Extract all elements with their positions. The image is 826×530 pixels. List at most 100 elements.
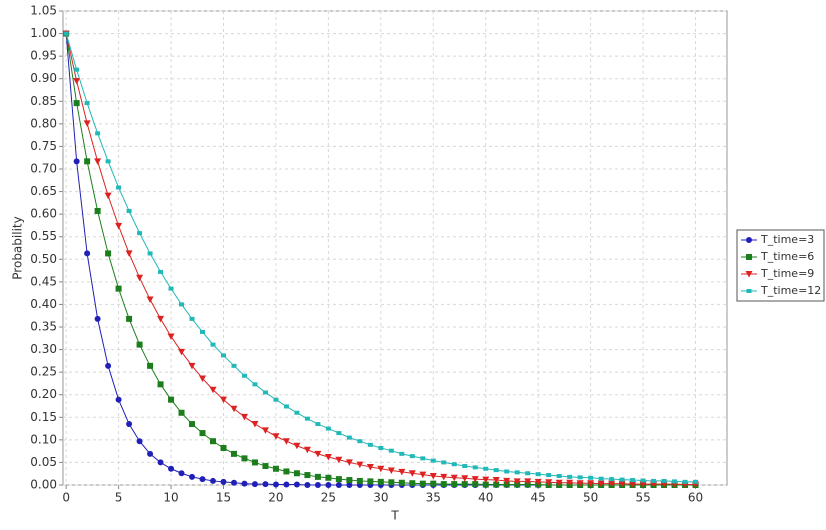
data-point [356,461,364,469]
plot-area [62,10,728,486]
legend-marker [746,237,752,243]
data-point [73,100,80,107]
data-point [272,465,279,472]
data-point [95,131,101,136]
data-point [94,207,101,214]
x-tick-label: 5 [115,491,123,505]
data-point [440,481,447,488]
data-point [262,463,269,470]
data-point [220,353,226,358]
legend-label: T_time=6 [760,250,814,263]
data-point [283,404,289,409]
data-point [178,348,186,356]
data-point [189,421,196,428]
legend-marker [745,271,753,278]
x-tick-label: 25 [321,491,336,505]
legend-label: T_time=12 [760,284,821,297]
data-point [335,476,342,483]
y-tick-label: 0.40 [30,297,57,311]
data-point [441,460,447,465]
data-point [367,442,373,447]
data-point [199,476,206,483]
data-point [294,410,300,415]
data-point [451,462,457,467]
data-point [241,455,248,462]
data-point [693,479,699,484]
data-point [252,382,258,387]
data-point [378,445,384,450]
x-tick-label: 40 [478,491,493,505]
data-point [84,250,91,257]
data-point [241,373,247,378]
data-point [493,468,499,473]
x-tick-label: 10 [163,491,178,505]
data-point [282,438,290,445]
y-tick-label: 0.15 [30,410,57,424]
data-point [293,481,300,488]
data-point [304,472,311,479]
y-tick-label: 0.95 [30,49,57,63]
data-point [251,481,258,488]
data-point [168,286,174,291]
data-point [639,481,647,488]
data-point [293,470,300,477]
legend-label: T_time=3 [760,233,814,246]
data-point [409,480,416,487]
y-tick-label: 0.70 [30,162,57,176]
data-point [335,456,343,464]
data-point [661,478,667,483]
data-point [304,416,310,421]
data-point [83,120,91,127]
data-point [94,315,101,322]
data-point [273,397,279,402]
legend-marker [746,289,752,293]
data-point [325,482,332,488]
data-point [167,333,175,340]
data-point [503,481,510,488]
y-tick-label: 0.35 [30,320,57,334]
data-point [94,158,102,165]
data-point [399,451,405,456]
data-point [251,459,258,466]
data-point [189,316,195,321]
data-point [503,477,511,485]
data-point [84,158,91,165]
data-point [116,185,122,190]
x-axis-label: T [390,509,399,523]
data-point [377,478,384,485]
data-point [136,341,143,348]
x-tick-label: 45 [531,491,546,505]
data-point [168,465,175,472]
data-point [524,478,532,485]
data-point [283,468,290,475]
data-point [188,362,196,370]
data-point [387,467,395,475]
data-point [388,448,394,453]
data-point [147,450,154,457]
data-point [210,438,217,445]
data-point [230,450,237,457]
y-tick-label: 0.65 [30,184,57,198]
data-point [105,362,112,369]
data-point [335,482,342,488]
data-point [147,362,154,369]
data-point [534,478,542,486]
data-point [231,363,237,368]
data-point [430,480,437,487]
data-point [483,466,489,471]
data-point [84,101,90,106]
data-point [377,465,385,473]
y-tick-label: 0.30 [30,342,57,356]
data-point [588,475,594,480]
data-point [126,315,133,322]
data-point [429,472,437,480]
y-tick-label: 1.05 [30,4,57,18]
x-tick-label: 30 [373,491,388,505]
data-point [545,479,553,486]
data-point [136,438,143,445]
data-point [577,475,583,480]
data-point [388,479,395,486]
legend-marker [746,254,752,260]
data-point [272,481,279,488]
